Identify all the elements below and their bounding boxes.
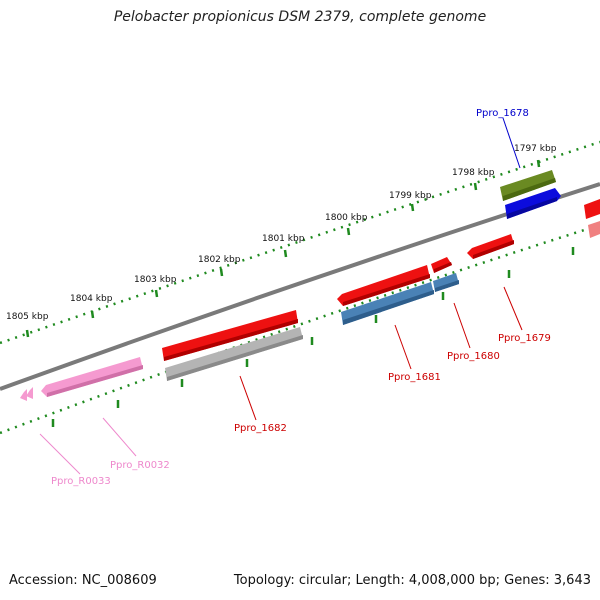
gene-feature-ppro-1682-red-shade bbox=[164, 319, 298, 361]
ruler-label: 1803 kbp bbox=[134, 275, 177, 285]
callout-line bbox=[453, 302, 471, 349]
ruler-tick bbox=[473, 182, 478, 191]
gene-label[interactable]: Ppro_R0032 bbox=[110, 460, 170, 471]
ruler-tick bbox=[219, 268, 224, 277]
ruler-label: 1797 kbp bbox=[514, 144, 557, 154]
topology-text: Topology: circular; Length: 4,008,000 bp… bbox=[233, 573, 591, 588]
gene-label[interactable]: Ppro_1682 bbox=[234, 423, 287, 434]
ruler-label: 1801 kbp bbox=[262, 234, 305, 244]
outer-major-ticks bbox=[25, 159, 541, 338]
outer-ruler-track bbox=[0, 140, 600, 345]
gene-label[interactable]: Ppro_1680 bbox=[447, 351, 500, 362]
callout-line bbox=[102, 417, 137, 457]
callout-line bbox=[239, 375, 257, 421]
gene-feature-ppro-r0032[interactable] bbox=[41, 357, 143, 397]
gene-label[interactable]: Ppro_1679 bbox=[498, 333, 551, 344]
ruler-tick bbox=[154, 289, 159, 298]
ruler-label: 1802 kbp bbox=[198, 255, 241, 265]
ruler-label: 1805 kbp bbox=[6, 312, 49, 322]
gene-feature-ppro-1681-red-shade bbox=[343, 274, 430, 306]
gene-feature-ppro-1682-shade bbox=[167, 335, 303, 381]
ruler-label: 1800 kbp bbox=[325, 213, 368, 223]
accession-text: Accession: NC_008609 bbox=[9, 573, 157, 588]
gene-feature-ppro-r0033-b[interactable] bbox=[26, 387, 33, 399]
inner-major-ticks bbox=[51, 247, 575, 427]
gene-label[interactable]: Ppro_1678 bbox=[476, 108, 529, 119]
callout-line bbox=[39, 433, 81, 475]
ruler-tick bbox=[25, 329, 30, 338]
gene-feature-ppro-r0032-shade bbox=[47, 365, 143, 397]
callout-line bbox=[503, 286, 523, 331]
ruler-label: 1804 kbp bbox=[70, 294, 113, 304]
ruler-tick bbox=[410, 203, 415, 212]
ruler-label: 1799 kbp bbox=[389, 191, 432, 201]
gene-feature-ppro-1679-shade bbox=[473, 240, 514, 259]
ruler-label: 1798 kbp bbox=[452, 168, 495, 178]
callout-line bbox=[502, 117, 521, 169]
gene-feature-partial-pink[interactable] bbox=[588, 221, 600, 238]
gene-feature-ppro-1679[interactable] bbox=[467, 234, 514, 259]
gene-label[interactable]: Ppro_R0033 bbox=[51, 476, 111, 487]
map-title: Pelobacter propionicus DSM 2379, complet… bbox=[113, 9, 487, 25]
gene-feature-ppro-r0033[interactable] bbox=[20, 389, 27, 401]
gene-feature-ppro-1678-shade bbox=[507, 197, 557, 219]
gene-feature-partial-red[interactable] bbox=[584, 199, 600, 219]
ruler-tick bbox=[90, 310, 95, 319]
callout-line bbox=[394, 324, 412, 370]
ruler-tick bbox=[283, 249, 288, 258]
ruler-tick bbox=[536, 159, 541, 168]
ruler-tick bbox=[346, 227, 351, 236]
gene-feature-ppro-1681-red[interactable] bbox=[337, 265, 430, 306]
gene-feature-small-red-shade bbox=[434, 262, 452, 273]
gene-label[interactable]: Ppro_1681 bbox=[388, 372, 441, 383]
gene-feature-olive-shade bbox=[503, 178, 556, 201]
gene-feature-ppro-1680-shade bbox=[435, 280, 459, 292]
gene-feature-ppro-1681-shade bbox=[343, 290, 434, 325]
